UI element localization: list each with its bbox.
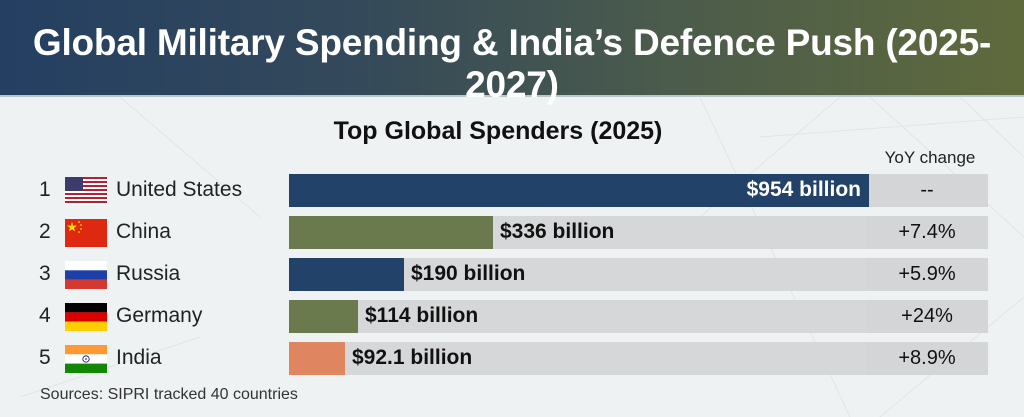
- bar: [289, 300, 358, 333]
- germany-flag-icon: [65, 303, 107, 331]
- rank-number: 3: [39, 262, 51, 285]
- yoy-change-value: +7.4%: [898, 221, 956, 243]
- header-banner: Global Military Spending & India’s Defen…: [0, 0, 1024, 105]
- yoy-cell: [866, 258, 988, 291]
- us-flag-icon: [65, 177, 107, 205]
- yoy-cell: [866, 342, 988, 375]
- yoy-cell: [866, 300, 988, 333]
- source-note: Sources: SIPRI tracked 40 countries: [40, 386, 298, 403]
- value-label: $114 billion: [365, 304, 479, 327]
- yoy-cell: [866, 216, 988, 249]
- chart-row: 2 China $336 billion +7.4%: [0, 216, 1024, 250]
- chart-row: 3 Russia $190 billion +5.9%: [0, 258, 1024, 292]
- chart-row: 1 United States $954 billion --: [0, 174, 1024, 208]
- yoy-change-value: +8.9%: [898, 347, 956, 369]
- rank-number: 5: [39, 346, 51, 369]
- value-label: $92.1 billion: [352, 346, 473, 369]
- rank-number: 1: [39, 178, 51, 201]
- bar: [289, 258, 404, 291]
- value-label: $954 billion: [746, 178, 861, 201]
- bar: [289, 342, 345, 375]
- category-label: Russia: [116, 262, 181, 285]
- chart-row: 5 India $92.1 billion +8.9%: [0, 342, 1024, 376]
- yoy-change-value: --: [920, 179, 934, 201]
- yoy-change-value: +24%: [901, 305, 953, 327]
- chart-row: 4 Germany $114 billion +24%: [0, 300, 1024, 334]
- category-label: Germany: [116, 304, 203, 327]
- category-label: India: [116, 346, 162, 369]
- yoy-cell: [866, 174, 988, 207]
- yoy-change-value: +5.9%: [898, 263, 956, 285]
- category-label: United States: [116, 178, 243, 201]
- rank-number: 2: [39, 220, 51, 243]
- chart-title: Top Global Spenders (2025): [333, 117, 663, 145]
- page-title: Global Military Spending & India’s Defen…: [32, 22, 992, 105]
- rank-number: 4: [39, 304, 51, 327]
- india-flag-icon: [65, 345, 107, 373]
- category-label: China: [116, 220, 171, 243]
- bar: [289, 216, 493, 249]
- bar: [289, 174, 869, 207]
- russia-flag-icon: [65, 261, 107, 289]
- value-label: $336 billion: [500, 220, 615, 243]
- value-label: $190 billion: [411, 262, 526, 285]
- yoy-column-header: YoY change: [884, 148, 976, 167]
- china-flag-icon: [65, 219, 107, 247]
